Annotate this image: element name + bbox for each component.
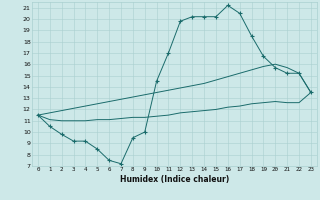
X-axis label: Humidex (Indice chaleur): Humidex (Indice chaleur) bbox=[120, 175, 229, 184]
